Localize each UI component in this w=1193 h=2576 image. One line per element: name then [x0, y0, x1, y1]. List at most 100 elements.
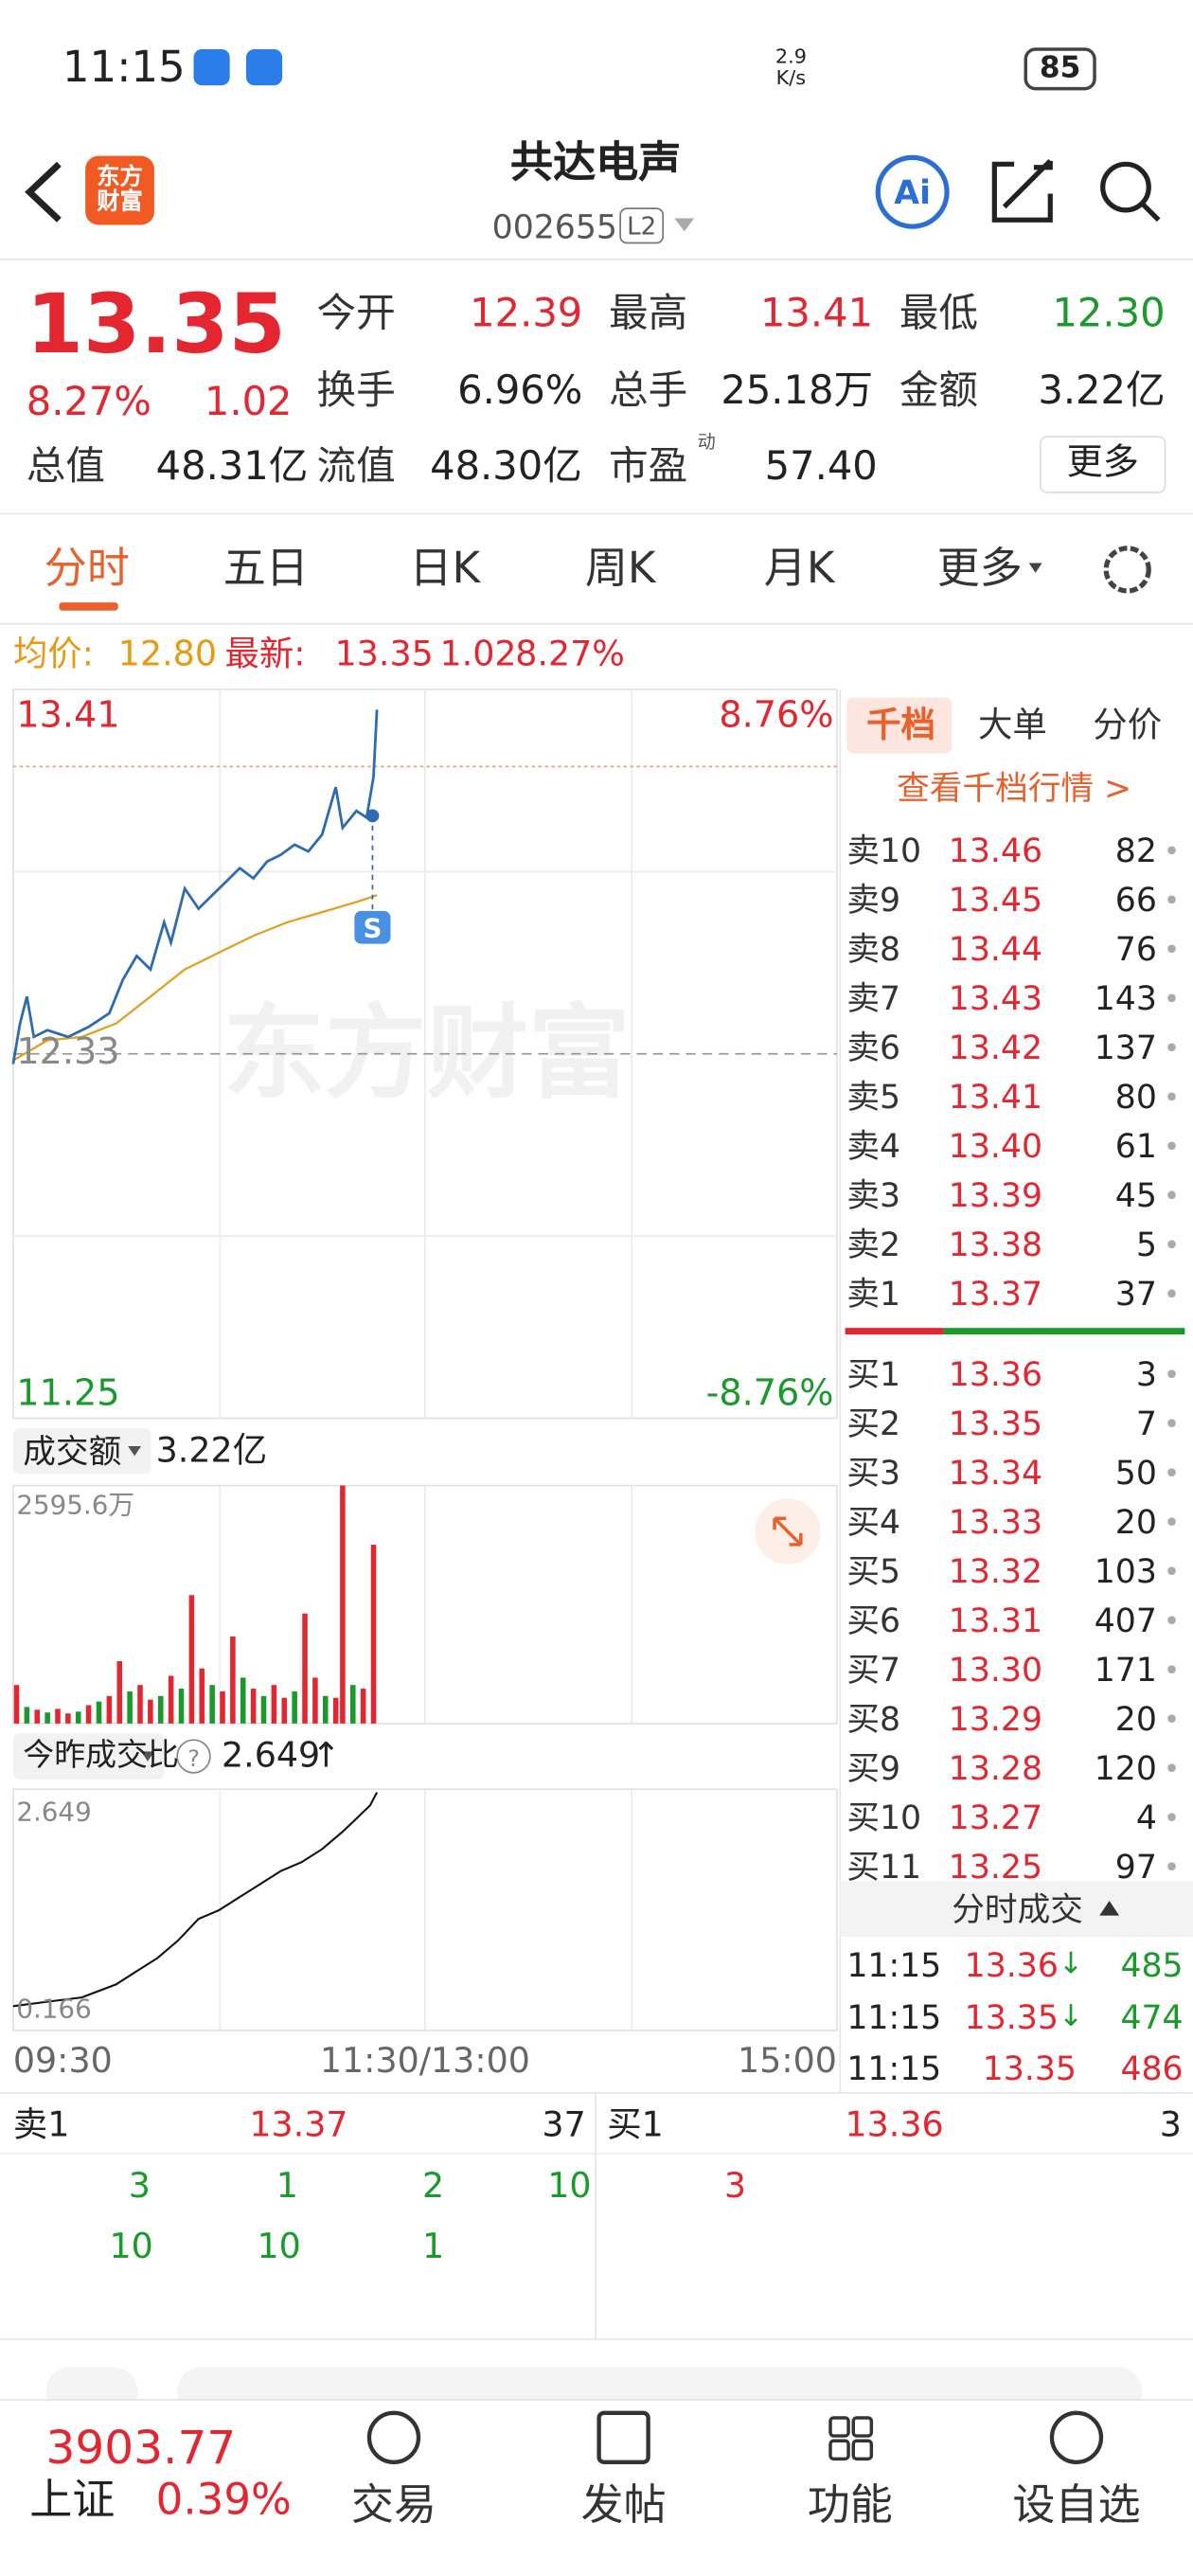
volume-top-label: 2595.6万: [16, 1489, 135, 1521]
order-price: 13.32: [948, 1550, 1043, 1591]
volume-selector[interactable]: [12, 1427, 151, 1475]
avg-line: [12, 894, 378, 1062]
tab[interactable]: 日K: [409, 544, 481, 594]
signal-badge: [354, 910, 391, 944]
order-label: 买7: [846, 1649, 901, 1690]
ai-glyph: Ai: [894, 174, 931, 212]
volume-bar: [271, 1685, 277, 1724]
nav-icon: [1049, 2410, 1104, 2464]
nav-item[interactable]: 发帖: [580, 2481, 667, 2531]
logo: 东方财富: [97, 164, 143, 216]
order-label: 卖8: [846, 928, 901, 969]
order-qty: 80: [1114, 1076, 1157, 1117]
stat-value: 12.39: [470, 290, 583, 336]
ticks-header-bg: [840, 1881, 1193, 1938]
stat-label: 市盈: [609, 442, 688, 490]
order-qty: 7: [1135, 1403, 1157, 1443]
order-dot: [1167, 1369, 1176, 1379]
order-price: 13.36: [948, 1353, 1043, 1394]
queue-price: 13.37: [249, 2104, 348, 2145]
tick-price: 13.36: [964, 1944, 1059, 1985]
queue-order: 1: [276, 2165, 298, 2206]
search-button[interactable]: [1100, 161, 1151, 213]
order-tab[interactable]: 千档: [866, 705, 935, 744]
tab[interactable]: 周K: [584, 544, 656, 594]
order-dot: [1167, 1092, 1176, 1101]
order-label: 卖10: [846, 830, 922, 870]
order-qty: 143: [1094, 977, 1157, 1018]
info-latest-label: 最新:: [224, 634, 306, 674]
price-line: [11, 709, 379, 1064]
selector-arrow: [141, 1751, 154, 1762]
book-split-red: [845, 1328, 944, 1335]
volume-bar: [34, 1709, 41, 1724]
volume-total: 3.22亿: [155, 1430, 268, 1470]
tab[interactable]: 分时: [44, 544, 130, 594]
order-qty: 3: [1135, 1353, 1157, 1394]
order-tab[interactable]: 分价: [1093, 705, 1163, 744]
order-qty: 120: [1094, 1747, 1157, 1788]
tab[interactable]: 更多: [936, 544, 1023, 594]
app-notification-icon: [245, 48, 283, 86]
nav-item[interactable]: 交易: [350, 2481, 437, 2531]
ai-button[interactable]: [875, 154, 950, 229]
dropdown-arrow: [674, 218, 695, 232]
volume-bar: [75, 1711, 81, 1724]
tick-price: 13.35: [964, 1996, 1059, 2037]
stat-value: 3.22亿: [1038, 367, 1166, 413]
queue-order: 10: [257, 2227, 301, 2266]
battery-icon: [1024, 47, 1096, 91]
level: L2: [627, 211, 657, 242]
tick-arrow: ↓: [1058, 1998, 1084, 2033]
tab[interactable]: 五日: [223, 544, 309, 594]
level-badge: [619, 207, 665, 244]
volume-bar: [55, 1708, 61, 1724]
stat-value: 6.96%: [457, 367, 583, 413]
stat-label: 最高: [609, 290, 688, 336]
nav-item[interactable]: 设自选: [1012, 2481, 1141, 2531]
order-qty: 137: [1094, 1027, 1157, 1067]
volume-bar: [240, 1677, 246, 1724]
volume-bar: [360, 1689, 366, 1724]
order-dot: [1167, 1813, 1176, 1821]
volume-bar: [340, 1485, 346, 1724]
volume-bar: [168, 1675, 174, 1724]
order-dot: [1167, 1419, 1176, 1428]
info-avg-label: 均价:: [12, 634, 94, 674]
volume-bar: [332, 1697, 339, 1724]
stat-value: 57.40: [764, 442, 878, 490]
order-price: 13.43: [948, 977, 1043, 1018]
help-icon[interactable]: [176, 1739, 211, 1774]
share-button[interactable]: [991, 159, 1053, 223]
order-dot: [1167, 1043, 1176, 1052]
order-book-link[interactable]: 查看千档行情 >: [897, 768, 1132, 808]
nav-item[interactable]: 功能: [807, 2481, 893, 2531]
index-name: 上证: [29, 2476, 116, 2526]
tab[interactable]: 月K: [763, 544, 835, 594]
ratio-selector[interactable]: [12, 1733, 165, 1780]
order-qty: 76: [1114, 928, 1157, 969]
stat-label: 总值: [26, 442, 105, 490]
order-label: 买8: [846, 1698, 901, 1739]
order-price: 13.41: [948, 1076, 1043, 1117]
volume-selector-label[interactable]: 成交额: [23, 1431, 122, 1471]
order-tab[interactable]: 大单: [977, 705, 1047, 744]
back-button[interactable]: [25, 161, 62, 223]
order-label: 卖9: [846, 879, 901, 920]
order-qty: 5: [1135, 1224, 1157, 1264]
volume-bar: [292, 1690, 297, 1724]
order-dot: [1167, 993, 1176, 1003]
more-button[interactable]: [1039, 436, 1166, 493]
more-button-label[interactable]: 更多: [1066, 442, 1139, 485]
time-label: 15:00: [738, 2041, 837, 2081]
ratio-selector-label[interactable]: 今昨成交比: [23, 1737, 179, 1774]
volume-bar: [209, 1685, 215, 1724]
order-dot: [1167, 1468, 1176, 1477]
tick-qty: 486: [1120, 2048, 1184, 2088]
queue-order: 10: [547, 2165, 592, 2206]
stock-code: 002655: [491, 206, 617, 246]
stat-value: 13.41: [759, 290, 874, 336]
settings-button[interactable]: [1103, 546, 1151, 594]
order-label: 卖4: [846, 1125, 901, 1166]
